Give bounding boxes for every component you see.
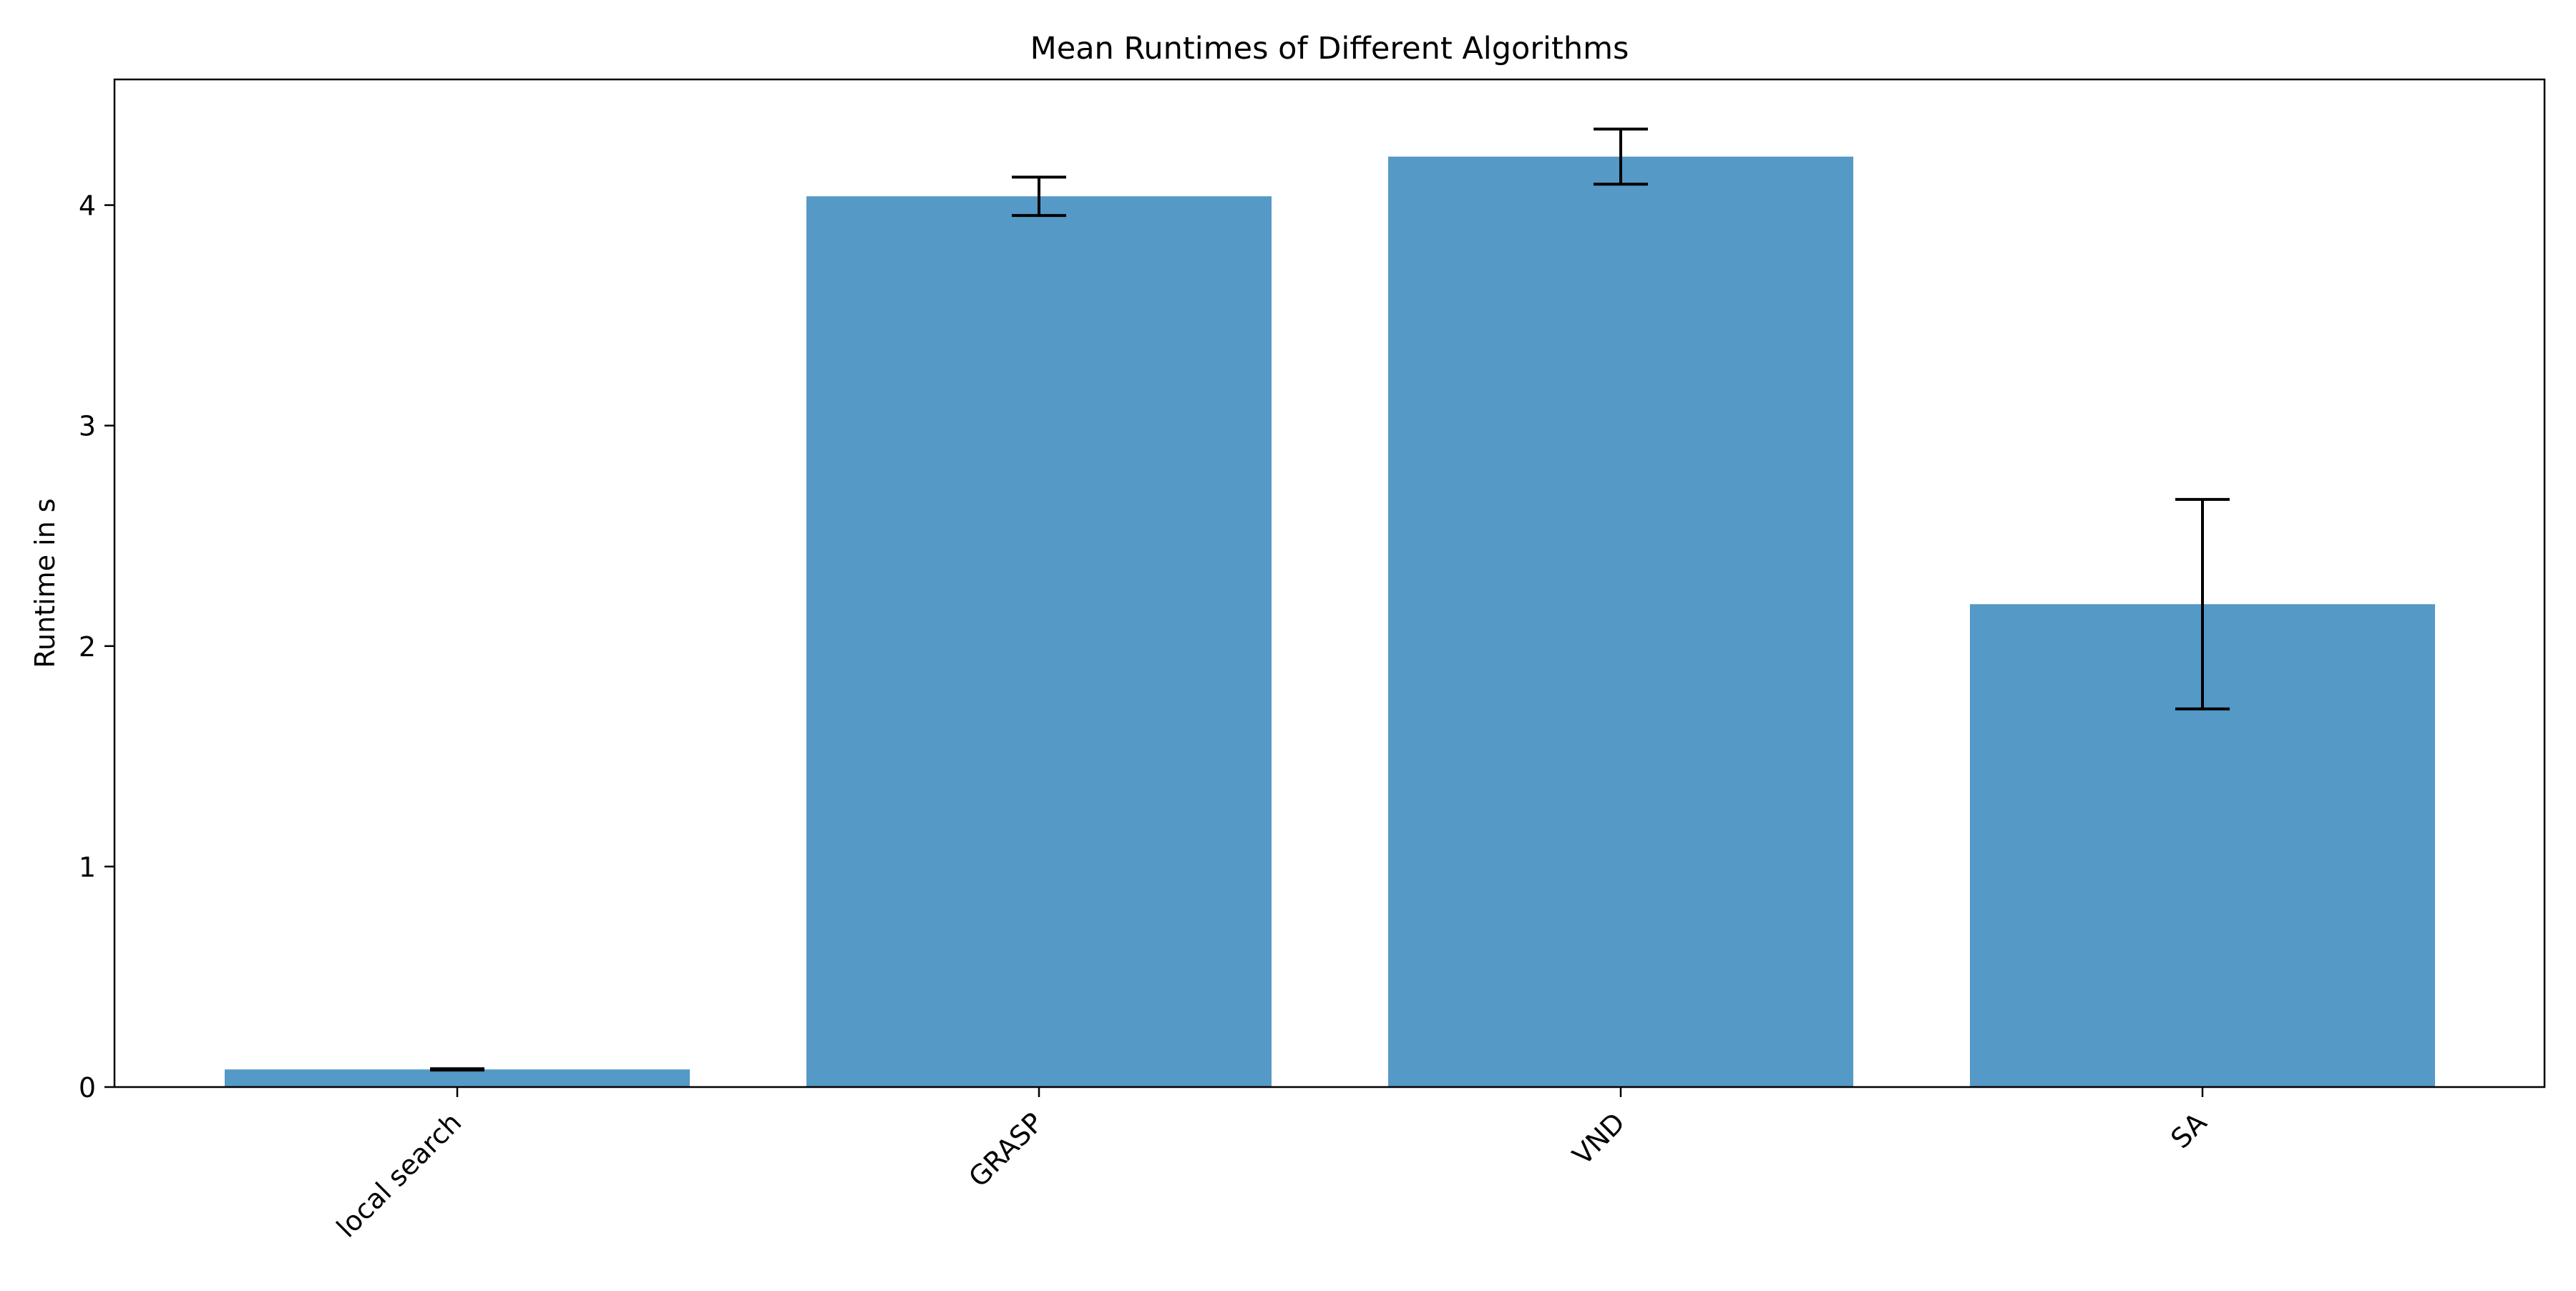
chart-title: Mean Runtimes of Different Algorithms (1030, 31, 1629, 67)
bar-0 (225, 1069, 690, 1087)
y-tick-label-4: 4 (79, 190, 96, 222)
error-bar-2 (1594, 127, 1648, 186)
y-tick-label-3: 3 (79, 411, 96, 442)
y-tick-label-0: 0 (79, 1072, 96, 1104)
error-bar-3 (2175, 497, 2230, 711)
plot-frame (113, 78, 2546, 1088)
y-axis-label: Runtime in s (29, 498, 61, 668)
y-tick-label-2: 2 (79, 631, 96, 663)
bars-layer (225, 156, 2435, 1087)
y-tick-label-1: 1 (79, 852, 96, 883)
error-bar-0 (430, 1067, 484, 1072)
bar-1 (806, 196, 1272, 1087)
error-bar-1 (1012, 175, 1066, 218)
error-bars-layer (430, 127, 2230, 1072)
bar-2 (1388, 156, 1853, 1087)
y-axis: 0 1 2 3 4 (79, 190, 114, 1104)
